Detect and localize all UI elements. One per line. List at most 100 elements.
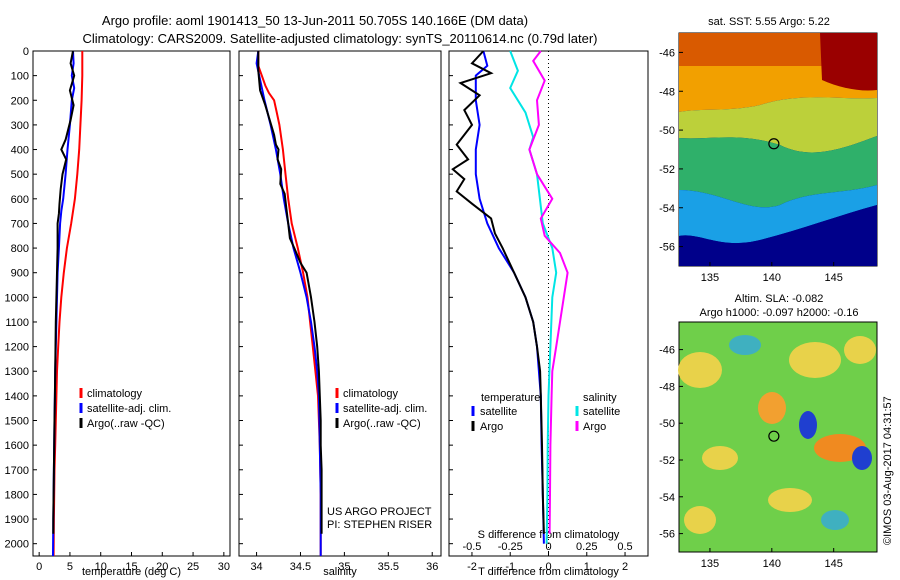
map-ytick-label: -52 <box>659 164 675 176</box>
salinity-xlabel: salinity <box>323 566 357 578</box>
s-tick-label: 0 <box>545 541 551 553</box>
map-ytick-label: -54 <box>659 492 675 504</box>
s-tick-label: -0.25 <box>498 541 523 553</box>
temperature-xlabel: temperature (deg C) <box>82 566 181 578</box>
sst-band <box>679 97 877 153</box>
sst-band <box>679 185 877 244</box>
temperature-xtick-label: 15 <box>125 561 137 573</box>
legend-title-salinity: salinity <box>583 392 617 404</box>
panel-temperature: 0100200300400500600700800900100011001200… <box>5 46 231 578</box>
temperature-xtick-label: 5 <box>67 561 73 573</box>
legend-label: satellite-adj. clim. <box>343 403 427 415</box>
map-ytick-label: -54 <box>659 203 675 215</box>
temperature-xtick-label: 0 <box>36 561 42 573</box>
depth-tick-label: 200 <box>11 95 29 107</box>
salinity-xtick-label: 35 <box>338 561 350 573</box>
difference-xtick-label: 2 <box>622 561 628 573</box>
depth-tick-label: 1400 <box>5 391 29 403</box>
sla-blob <box>729 335 761 355</box>
sla-map: Altim. SLA: -0.082 Argo h1000: -0.097 h2… <box>659 293 878 570</box>
sla-blob <box>799 411 817 439</box>
series-line-salinity-satellite <box>509 50 558 544</box>
map-ytick-label: -46 <box>659 345 675 357</box>
s-tick-label: 0.5 <box>617 541 632 553</box>
depth-tick-label: 1900 <box>5 514 29 526</box>
sla-blob <box>821 510 849 530</box>
sst-map: sat. SST: 5.55 Argo: 5.22 135 140 145 -46 -4… <box>659 16 878 284</box>
sla-blob <box>844 336 876 364</box>
depth-tick-label: 2000 <box>5 539 29 551</box>
series-line-temperature-argo <box>451 50 545 534</box>
temperature-frame <box>32 50 231 557</box>
legend-label: Argo(..raw -QC) <box>343 418 421 430</box>
s-tick-label: -0.5 <box>462 541 481 553</box>
temperature-xtick-label: 20 <box>156 561 168 573</box>
sla-field <box>678 335 876 534</box>
depth-tick-label: 0 <box>23 46 29 58</box>
temperature-xtick-label: 25 <box>187 561 199 573</box>
depth-tick-label: 1800 <box>5 489 29 501</box>
depth-tick-label: 1500 <box>5 416 29 428</box>
map-ytick-label: -56 <box>659 242 675 254</box>
series-line-climatology <box>257 51 322 556</box>
sst-map-title: sat. SST: 5.55 Argo: 5.22 <box>708 16 830 28</box>
salinity-xtick-label: 35.5 <box>378 561 399 573</box>
sst-band <box>679 136 877 208</box>
legend-label: Argo <box>583 421 606 433</box>
difference-xlabel: T difference from climatology <box>478 566 619 578</box>
map-xtick-label: 135 <box>701 272 719 284</box>
map-ytick-label: -50 <box>659 418 675 430</box>
temperature-xtick-label: 10 <box>95 561 107 573</box>
legend-label: Argo <box>480 421 503 433</box>
argo-location-marker <box>768 430 780 442</box>
temperature-xtick-label: 30 <box>218 561 230 573</box>
legend-label: satellite <box>480 406 517 418</box>
sla-blob <box>678 352 722 388</box>
depth-tick-label: 1300 <box>5 366 29 378</box>
legend-label: Argo(..raw -QC) <box>87 418 165 430</box>
sst-band <box>679 205 877 266</box>
series-line-argo-raw-qc- <box>52 50 76 534</box>
depth-tick-label: 1000 <box>5 292 29 304</box>
depth-tick-label: 1700 <box>5 465 29 477</box>
depth-tick-label: 600 <box>11 194 29 206</box>
depth-tick-label: 800 <box>11 243 29 255</box>
profile-panels: 0100200300400500600700800900100011001200… <box>5 46 649 578</box>
salinity-xtick-label: 36 <box>426 561 438 573</box>
depth-tick-label: 700 <box>11 218 29 230</box>
sst-axes: 135 140 145 -46 -48 -50 -52 -54 -56 <box>659 47 843 284</box>
map-ytick-label: -48 <box>659 86 675 98</box>
credit-label: ©IMOS 03-Aug-2017 04:31:57 <box>882 396 894 545</box>
depth-tick-label: 400 <box>11 145 29 157</box>
project-annotation: PI: STEPHEN RISER <box>327 519 432 531</box>
depth-tick-label: 100 <box>11 71 29 83</box>
figure-title-line1: Argo profile: aoml 1901413_50 13-Jun-201… <box>102 13 528 28</box>
panel-difference: -2 -1 0 1 2T difference from climatology -0.5… <box>448 50 649 578</box>
sla-map-title-line1: Altim. SLA: -0.082 <box>735 293 824 305</box>
project-annotation: US ARGO PROJECT <box>327 506 432 518</box>
map-ytick-label: -50 <box>659 125 675 137</box>
depth-tick-label: 1600 <box>5 440 29 452</box>
sla-blob <box>768 488 812 512</box>
sla-blob <box>789 342 841 378</box>
sla-blob <box>852 446 872 470</box>
series-line-salinity-argo <box>528 50 569 534</box>
map-xtick-label: 140 <box>763 558 781 570</box>
sst-field <box>679 33 877 266</box>
sla-blob <box>684 506 716 534</box>
depth-tick-label: 300 <box>11 120 29 132</box>
map-ytick-label: -52 <box>659 455 675 467</box>
series-line-argo-raw-qc- <box>257 51 323 534</box>
map-xtick-label: 140 <box>763 272 781 284</box>
map-xtick-label: 135 <box>701 558 719 570</box>
map-ytick-label: -56 <box>659 529 675 541</box>
legend-label: satellite-adj. clim. <box>87 403 171 415</box>
s-tick-label: 0.25 <box>576 541 597 553</box>
salinity-xtick-label: 34.5 <box>290 561 311 573</box>
difference-xtick-label: 1 <box>584 561 590 573</box>
depth-tick-label: 500 <box>11 169 29 181</box>
legend-label: climatology <box>343 388 399 400</box>
sla-blob <box>758 392 786 424</box>
panel-salinity: 34 34.5 35 35.5 36 salinity climatology satelli… <box>238 50 442 578</box>
